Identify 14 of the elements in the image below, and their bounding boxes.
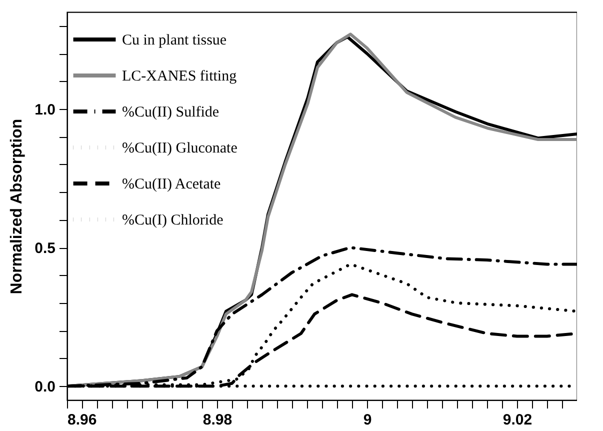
- x-tick-label: 9: [363, 412, 372, 428]
- legend-label: %Cu(II) Sulfide: [122, 104, 220, 120]
- legend-label: Cu in plant tissue: [122, 32, 227, 48]
- legend-label: %Cu(I) Chloride: [122, 212, 224, 228]
- x-tick-label: 8.96: [68, 412, 97, 428]
- y-tick-label: 1.0: [34, 102, 56, 118]
- y-axis-title: Normalized Absorption: [8, 118, 26, 294]
- legend-label: %Cu(II) Acetate: [122, 176, 222, 192]
- x-tick-label: 9.02: [502, 412, 532, 428]
- y-tick-label: 0.0: [34, 378, 56, 396]
- legend-label: %Cu(II) Gluconate: [122, 140, 238, 156]
- x-tick-label: 8.98: [202, 412, 232, 428]
- y-tick-label: 0.5: [34, 240, 56, 258]
- legend-label: LC-XANES fitting: [122, 68, 238, 84]
